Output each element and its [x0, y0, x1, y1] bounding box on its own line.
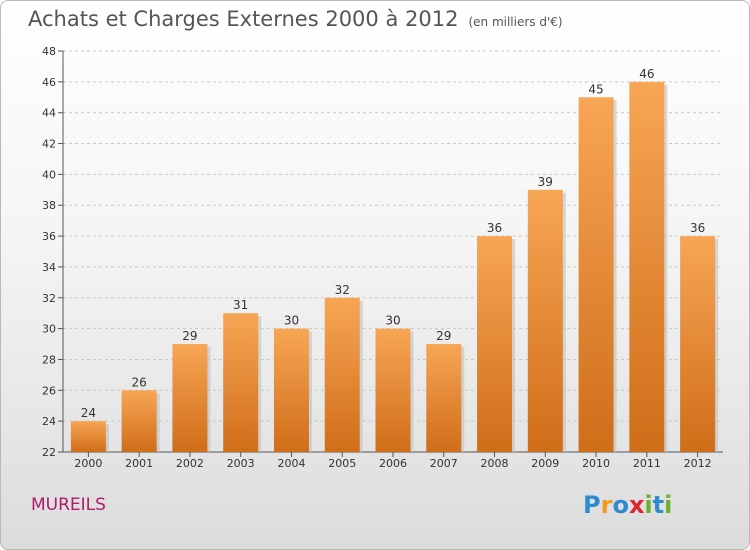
x-tick-label: 2003 — [227, 457, 255, 470]
y-tick-label: 42 — [42, 138, 56, 151]
y-tick-label: 46 — [42, 76, 56, 89]
bar-value-label: 30 — [284, 314, 299, 328]
bar-value-label: 36 — [690, 221, 705, 235]
bar-value-label: 29 — [436, 329, 451, 343]
logo-letter: x — [628, 491, 645, 519]
bar-value-label: 31 — [233, 298, 248, 312]
bar — [527, 189, 563, 453]
y-tick-label: 32 — [42, 292, 56, 305]
y-tick-label: 24 — [42, 415, 56, 428]
x-tick-label: 2010 — [582, 457, 610, 470]
bar-value-label: 30 — [385, 314, 400, 328]
x-tick-label: 2006 — [379, 457, 407, 470]
x-tick-label: 2009 — [531, 457, 559, 470]
y-tick-label: 40 — [42, 168, 56, 181]
title-unit: (en milliers d'€) — [468, 15, 563, 29]
x-tick-label: 2002 — [176, 457, 204, 470]
y-tick-label: 34 — [42, 261, 56, 274]
chart-title: Achats et Charges Externes 2000 à 2012 (e… — [28, 7, 563, 31]
x-tick-label: 2007 — [430, 457, 458, 470]
bar — [324, 297, 360, 452]
y-tick-label: 22 — [42, 446, 56, 459]
bar — [375, 328, 411, 452]
bar — [477, 236, 513, 452]
bar-value-label: 29 — [182, 329, 197, 343]
bar-value-label: 46 — [639, 67, 654, 81]
bar — [172, 344, 208, 452]
proxiti-logo: Proxiti — [583, 491, 672, 519]
bar-value-label: 26 — [132, 375, 147, 389]
logo-letter: i — [664, 491, 673, 519]
logo-letter: r — [600, 491, 613, 519]
title-main: Achats et Charges Externes 2000 à 2012 — [28, 7, 459, 31]
bar — [273, 328, 309, 452]
bar-value-label: 39 — [538, 175, 553, 189]
y-tick-label: 28 — [42, 353, 56, 366]
bar — [70, 421, 106, 452]
logo-letter: P — [583, 491, 601, 519]
logo-letter: t — [652, 491, 665, 519]
logo-letter: i — [644, 491, 653, 519]
x-tick-label: 2008 — [481, 457, 509, 470]
bar-value-label: 45 — [588, 82, 603, 96]
bar-value-label: 32 — [335, 283, 350, 297]
bar — [578, 97, 614, 453]
x-tick-label: 2001 — [125, 457, 153, 470]
y-tick-label: 26 — [42, 384, 56, 397]
x-tick-label: 2012 — [684, 457, 712, 470]
x-tick-label: 2011 — [633, 457, 661, 470]
bar — [121, 390, 157, 452]
x-tick-label: 2005 — [328, 457, 356, 470]
bar-value-label: 36 — [487, 221, 502, 235]
bar-value-label: 24 — [81, 406, 96, 420]
y-tick-label: 36 — [42, 230, 56, 243]
bar — [426, 344, 462, 452]
bar — [223, 313, 259, 452]
x-tick-label: 2004 — [277, 457, 305, 470]
y-tick-label: 30 — [42, 323, 56, 336]
y-tick-label: 38 — [42, 199, 56, 212]
y-tick-label: 44 — [42, 107, 56, 120]
logo-letter: o — [612, 491, 629, 519]
bar — [629, 81, 665, 452]
commune-name: MUREILS — [31, 495, 106, 515]
x-tick-label: 2000 — [74, 457, 102, 470]
bar — [680, 236, 716, 452]
y-tick-label: 48 — [42, 45, 56, 58]
